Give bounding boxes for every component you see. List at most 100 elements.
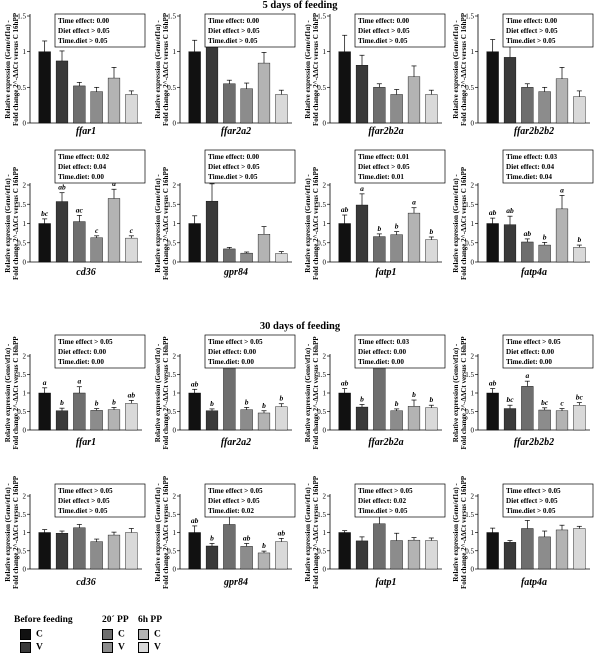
bar xyxy=(125,403,138,431)
bar xyxy=(555,529,569,570)
y-axis-title: Fold change 2^-ΔΔCt versus C 16hPP xyxy=(12,166,20,280)
bar xyxy=(107,77,121,124)
significance-letter: c xyxy=(560,399,564,408)
y-tick-label: 1 xyxy=(173,390,177,398)
bar xyxy=(38,532,51,570)
stats-box xyxy=(502,334,594,369)
significance-letter: c xyxy=(95,226,99,235)
x-axis-label: ffar1 xyxy=(76,126,96,137)
bar xyxy=(355,406,369,431)
bar xyxy=(38,392,51,431)
legend-group-title-before: Before feeding xyxy=(14,615,73,625)
y-axis-title: Fold change 2^-ΔΔCt versus C 16hPP xyxy=(162,166,170,280)
y-axis-title: Fold change 2^-ΔΔCt versus C 16hPP xyxy=(460,166,468,280)
y-tick-label: 1 xyxy=(173,48,177,56)
x-axis-label: gpr84 xyxy=(223,577,248,588)
bar xyxy=(407,406,421,431)
y-tick-label: 0 xyxy=(471,427,475,435)
bar xyxy=(275,406,288,431)
y-tick-label: 0.5 xyxy=(317,408,326,416)
bar xyxy=(390,410,403,431)
stats-line: Time.diet: 0.00 xyxy=(208,358,254,366)
y-axis-title: Relative expression (Gene/ef1α) - xyxy=(304,174,312,273)
bar xyxy=(90,541,103,570)
bar xyxy=(573,96,586,124)
bar xyxy=(125,532,138,570)
panel-ffar2b2a-5d: Relative expression (Gene/ef1α) - Fold ch… xyxy=(304,12,446,137)
stats-line: Time.diet: 0.01 xyxy=(358,173,404,181)
stats-line: Time.diet: 0.00 xyxy=(358,358,404,366)
bar xyxy=(486,532,499,570)
y-tick-label: 1 xyxy=(323,220,327,228)
y-tick-label: 1.5 xyxy=(317,13,326,21)
bar xyxy=(257,412,271,431)
significance-letter: b xyxy=(577,235,581,244)
y-axis-title: Relative expression (Gene/ef1α) - xyxy=(452,174,460,273)
bar xyxy=(90,410,103,431)
y-tick-label: 2 xyxy=(173,493,177,501)
stats-line: Diet effect > 0.05 xyxy=(506,497,558,505)
stats-box xyxy=(354,13,446,48)
significance-letter: a xyxy=(360,184,364,193)
bar xyxy=(38,223,51,263)
bar xyxy=(257,62,271,124)
stats-line: Time effect > 0.05 xyxy=(208,338,263,346)
significance-letter: b xyxy=(279,394,283,403)
y-tick-label: 1.5 xyxy=(167,201,176,209)
y-axis-title: Fold change 2^-ΔΔCt versus C 16hPP xyxy=(312,475,320,589)
panel-fatp1-5d: Relative expression (Gene/ef1α) - Fold ch… xyxy=(304,149,446,280)
y-tick-label: 2 xyxy=(471,493,475,501)
y-tick-label: 2 xyxy=(323,182,327,190)
y-axis-title: Fold change 2^-ΔΔCt versus C 16hPP xyxy=(312,12,320,126)
bar xyxy=(521,87,534,124)
x-axis-label: ffar2b2b2 xyxy=(514,437,554,448)
stats-line: Time effect > 0.05 xyxy=(208,487,263,495)
significance-letter: ab xyxy=(128,390,136,399)
x-axis-label: ffar2a2 xyxy=(221,126,251,137)
stats-line: Time.diet: 0.00 xyxy=(58,173,104,181)
bar xyxy=(555,410,569,431)
bar xyxy=(188,223,201,263)
stats-box xyxy=(204,483,296,518)
bar xyxy=(538,409,551,431)
bar xyxy=(125,237,138,263)
y-tick-label: 2 xyxy=(23,353,27,361)
y-tick-label: 2 xyxy=(173,182,177,190)
stats-box xyxy=(54,483,146,518)
significance-letter: b xyxy=(95,399,99,408)
y-tick-label: 1.5 xyxy=(17,371,26,379)
bar xyxy=(521,386,534,431)
bar xyxy=(390,94,403,124)
y-tick-label: 0 xyxy=(173,120,177,128)
stats-line: Diet effect > 0.05 xyxy=(58,497,110,505)
y-axis-title: Fold change 2^-ΔΔCt versus C 16hPP xyxy=(12,12,20,126)
significance-letter: b xyxy=(377,224,381,233)
panel-ffar1-30d: Relative expression (Gene/ef1α) - Fold ch… xyxy=(4,334,146,449)
stats-line: Time.diet: 0.04 xyxy=(506,173,552,181)
x-axis-label: cd36 xyxy=(76,577,95,588)
y-tick-label: 1.5 xyxy=(167,13,176,21)
x-axis-label: ffar2a2 xyxy=(221,437,251,448)
bar xyxy=(73,221,86,263)
bar xyxy=(486,51,499,124)
y-tick-label: 0.5 xyxy=(17,239,26,247)
x-axis-label: gpr84 xyxy=(223,267,248,278)
stats-box xyxy=(204,149,296,184)
bar xyxy=(338,392,351,431)
significance-letter: b xyxy=(245,397,249,406)
y-tick-label: 0.5 xyxy=(465,408,474,416)
bar xyxy=(240,546,253,570)
stats-line: Diet effect: 0.04 xyxy=(58,163,106,171)
bar xyxy=(107,534,121,570)
x-axis-label: ffar2b2b2 xyxy=(514,126,554,137)
bar xyxy=(555,208,569,263)
y-tick-label: 1.5 xyxy=(17,511,26,519)
bar xyxy=(223,248,236,263)
y-axis-title: Relative expression (Gene/ef1α) - xyxy=(304,20,312,119)
significance-letter: b xyxy=(360,394,364,403)
bar xyxy=(573,247,586,263)
stats-line: Time.diet > 0.05 xyxy=(208,173,258,181)
stats-line: Time.diet > 0.05 xyxy=(358,507,408,515)
y-tick-label: 1.5 xyxy=(465,371,474,379)
stats-line: Diet effect: 0.00 xyxy=(358,348,406,356)
